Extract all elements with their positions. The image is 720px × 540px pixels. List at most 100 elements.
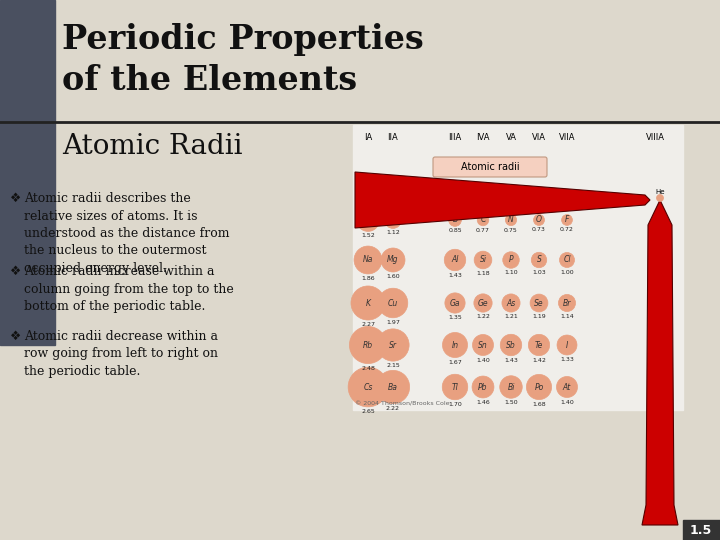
Text: 1.52: 1.52 [361, 233, 375, 238]
Text: 0.77: 0.77 [476, 228, 490, 233]
Circle shape [356, 208, 379, 232]
Circle shape [531, 252, 546, 268]
Text: Cu: Cu [388, 299, 398, 307]
Text: S: S [536, 255, 541, 265]
Text: 1.03: 1.03 [532, 269, 546, 275]
Circle shape [445, 293, 465, 313]
Circle shape [559, 253, 575, 267]
Text: Atomic radii describes the
relative sizes of atoms. It is
understood as the dist: Atomic radii describes the relative size… [24, 192, 230, 275]
FancyBboxPatch shape [433, 157, 547, 177]
Text: Pb: Pb [478, 382, 487, 392]
Circle shape [349, 326, 387, 363]
Text: 1.21: 1.21 [504, 314, 518, 319]
Text: 1.40: 1.40 [476, 357, 490, 362]
Text: Se: Se [534, 299, 544, 307]
Bar [683, 520, 720, 540]
Circle shape [474, 294, 492, 312]
Text: Cl: Cl [563, 255, 571, 265]
Text: IVA: IVA [476, 133, 490, 142]
Circle shape [477, 214, 489, 226]
Text: Ga: Ga [450, 299, 460, 307]
Text: B: B [452, 215, 458, 225]
Text: Periodic Properties: Periodic Properties [62, 24, 424, 57]
Text: VA: VA [505, 133, 516, 142]
Text: Atomic radii increase within a
column going from the top to the
bottom of the pe: Atomic radii increase within a column go… [24, 265, 234, 313]
Text: In: In [451, 341, 459, 349]
Text: K: K [366, 299, 371, 307]
Text: Al: Al [451, 255, 459, 265]
Circle shape [377, 370, 410, 404]
Text: Atomic radii: Atomic radii [461, 162, 519, 172]
Text: Atomic Radii: Atomic Radii [62, 133, 243, 160]
Circle shape [503, 252, 519, 268]
Text: 2.48: 2.48 [361, 366, 375, 370]
Text: Sn: Sn [478, 341, 488, 349]
Text: 1.86: 1.86 [361, 276, 375, 281]
Text: 2.15: 2.15 [386, 363, 400, 368]
Circle shape [442, 374, 468, 400]
Text: Cs: Cs [364, 382, 373, 392]
Text: 1.12: 1.12 [386, 231, 400, 235]
Text: C: C [480, 215, 486, 225]
Text: Bi: Bi [508, 382, 515, 392]
Text: VIIIA: VIIIA [646, 133, 665, 142]
Text: 1.43: 1.43 [448, 273, 462, 278]
Circle shape [384, 212, 402, 228]
Text: 2.22: 2.22 [386, 406, 400, 410]
Text: 1.46: 1.46 [476, 400, 490, 405]
Polygon shape [355, 172, 650, 228]
Text: VIA: VIA [532, 133, 546, 142]
Text: 0.72: 0.72 [560, 227, 574, 232]
Text: Br: Br [563, 299, 571, 307]
Text: 1.70: 1.70 [448, 402, 462, 407]
Text: Sb: Sb [506, 341, 516, 349]
Circle shape [559, 294, 575, 312]
Circle shape [528, 334, 549, 356]
Circle shape [500, 334, 522, 356]
Text: At: At [563, 382, 571, 392]
Text: 1.42: 1.42 [532, 357, 546, 363]
Text: 1.33: 1.33 [560, 357, 574, 362]
Text: Li: Li [365, 215, 372, 225]
Text: 1.97: 1.97 [386, 320, 400, 325]
Text: Si: Si [480, 255, 487, 265]
Text: ❖: ❖ [10, 192, 22, 205]
Text: Be: Be [388, 215, 398, 225]
Text: 1.35: 1.35 [448, 315, 462, 320]
Text: 1.60: 1.60 [386, 274, 400, 279]
Circle shape [474, 251, 492, 269]
Bar [0, 0, 55, 345]
Text: Tl: Tl [451, 382, 459, 392]
Text: Ge: Ge [477, 299, 488, 307]
Text: Te: Te [535, 341, 543, 349]
Text: Rb: Rb [363, 341, 373, 349]
Text: 1.68: 1.68 [532, 402, 546, 407]
Text: ❖: ❖ [10, 330, 22, 343]
Circle shape [502, 294, 520, 312]
Circle shape [534, 214, 544, 226]
Text: Po: Po [534, 382, 544, 392]
Circle shape [530, 294, 548, 312]
Text: IA: IA [364, 133, 372, 142]
Text: I: I [566, 341, 568, 349]
Circle shape [472, 376, 494, 398]
Circle shape [444, 249, 466, 271]
Text: Mg: Mg [387, 255, 399, 265]
Text: 1.67: 1.67 [448, 360, 462, 365]
Text: 0.75: 0.75 [504, 228, 518, 233]
Text: O: O [536, 215, 542, 225]
Text: 2.27: 2.27 [361, 322, 375, 327]
Text: of the Elements: of the Elements [62, 64, 357, 97]
Text: Ba: Ba [388, 382, 398, 392]
Text: Na: Na [363, 255, 373, 265]
Text: © 2004 Thomson/Brooks Cole: © 2004 Thomson/Brooks Cole [355, 401, 449, 406]
Text: 1.19: 1.19 [532, 314, 546, 319]
Circle shape [557, 376, 577, 397]
Circle shape [449, 214, 462, 226]
Text: Sr: Sr [389, 341, 397, 349]
Circle shape [557, 335, 577, 355]
Circle shape [351, 286, 385, 320]
Text: 1.5: 1.5 [690, 523, 712, 537]
Text: Atomic radii decrease within a
row going from left to right on
the periodic tabl: Atomic radii decrease within a row going… [24, 330, 218, 378]
Polygon shape [642, 200, 678, 525]
